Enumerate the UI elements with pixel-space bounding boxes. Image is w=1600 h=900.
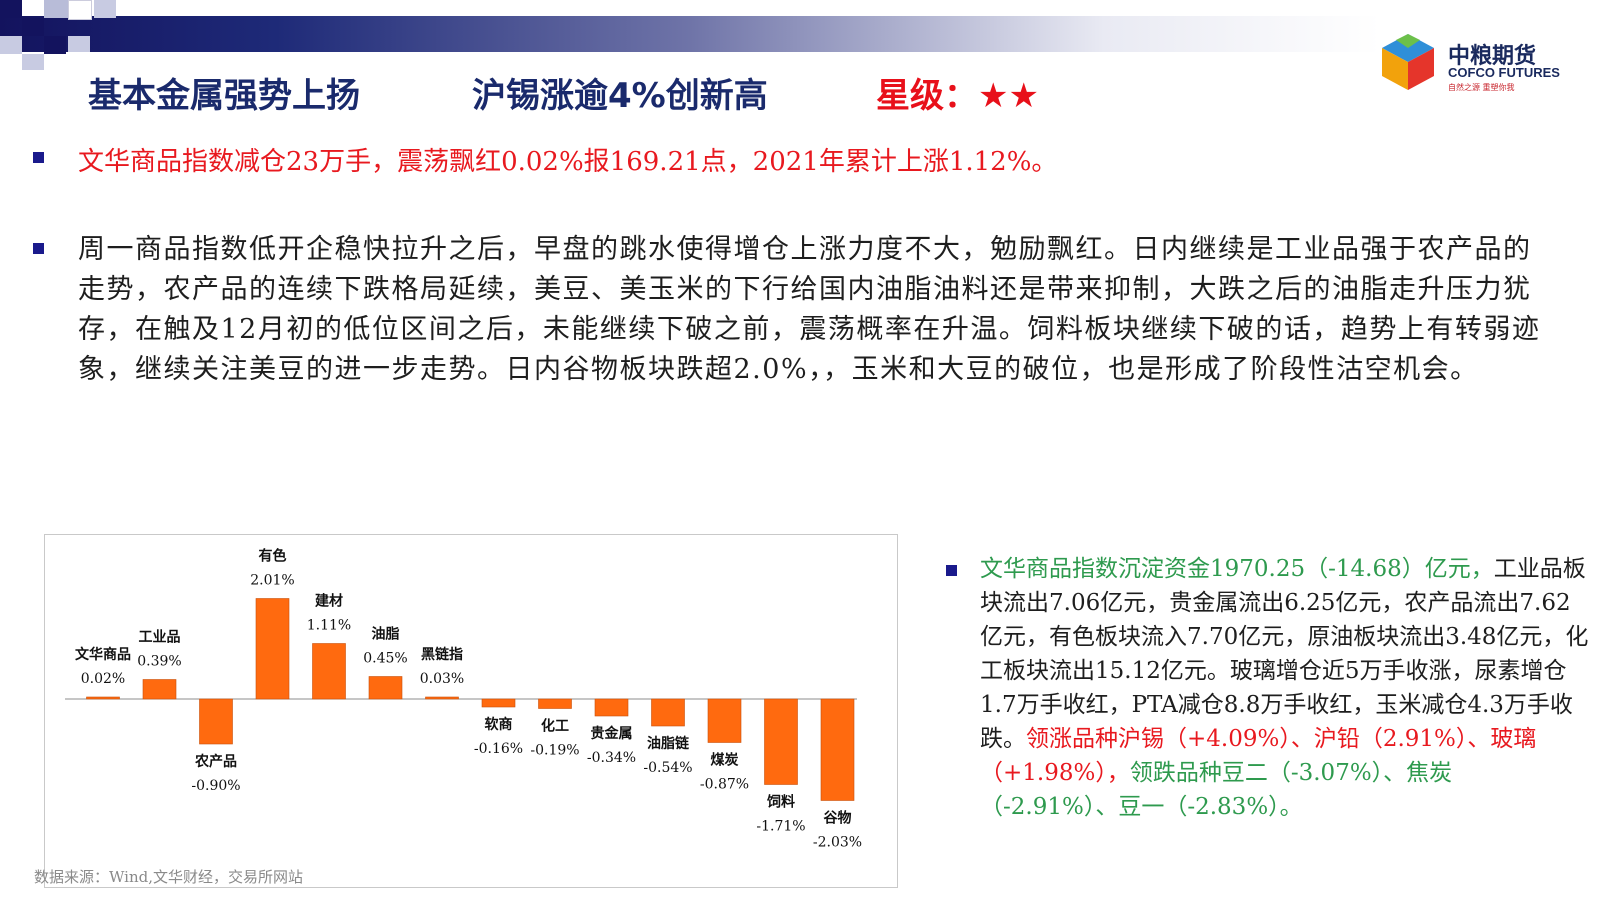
value-label-4: 1.11%: [307, 618, 351, 634]
decor-square: [22, 54, 44, 70]
bar-8: [538, 698, 572, 709]
bullet-marker: [946, 565, 957, 576]
bar-5: [368, 676, 403, 700]
decor-square: [0, 36, 22, 54]
decor-square: [22, 18, 44, 36]
category-label-7: 软商: [485, 716, 513, 733]
cofco-cube-icon: [1382, 34, 1434, 90]
fund-flow-text: 文华商品指数沉淀资金1970.25（-14.68）亿元，工业品板块流出7.06亿…: [980, 552, 1590, 824]
value-label-8: -0.19%: [530, 743, 579, 759]
bullet-marker: [33, 152, 44, 163]
page-title: 基本金属强势上扬: [88, 76, 360, 116]
category-label-5: 油脂: [372, 626, 400, 643]
category-label-1: 工业品: [139, 630, 181, 646]
value-label-11: -0.87%: [700, 777, 749, 793]
bar-2: [199, 698, 233, 745]
bar-chart-svg: 文华商品 0.02% 工业品 0.39% 农产品 -0.90% 有色 2.01% 建材 1.11%…: [65, 548, 862, 851]
value-label-0: 0.02%: [81, 671, 125, 687]
logo-tagline: 自然之源 重塑你我: [1448, 83, 1515, 92]
category-label-3: 有色: [259, 548, 287, 565]
decor-square: [94, 0, 116, 18]
category-label-0: 文华商品: [75, 646, 131, 663]
bar-12: [764, 698, 798, 785]
decor-square: [44, 0, 68, 18]
category-label-12: 饲料: [766, 794, 795, 811]
category-label-8: 化工: [541, 718, 569, 735]
bar-11: [707, 698, 742, 743]
value-label-2: -0.90%: [191, 778, 240, 794]
bar-9: [594, 698, 629, 717]
category-label-9: 贵金属: [591, 725, 633, 742]
bar-4: [312, 643, 346, 700]
bullet-marker: [33, 243, 44, 254]
logo-name-cn: 中粮期货: [1448, 44, 1537, 69]
leaders-text: 领涨品种沪锡（+4.09%）、沪铅（2.91%）、玻璃（+1.98%），: [980, 726, 1537, 786]
value-label-9: -0.34%: [587, 750, 636, 766]
category-label-2: 农产品: [194, 753, 237, 770]
decor-square: [68, 36, 90, 52]
value-label-12: -1.71%: [756, 819, 805, 835]
chart-source: 数据来源：Wind,文华财经，交易所网站: [34, 868, 303, 886]
bar-10: [651, 698, 685, 727]
category-label-13: 谷物: [824, 810, 852, 827]
bar-7: [481, 698, 516, 708]
value-label-13: -2.03%: [813, 835, 862, 851]
page-subtitle: 沪锡涨逾4%创新高: [472, 76, 768, 116]
bar-1: [142, 679, 177, 700]
decor-square: [0, 0, 22, 18]
rating-label: 星级：: [876, 76, 978, 116]
category-label-11: 煤炭: [711, 752, 739, 769]
category-label-4: 建材: [315, 593, 343, 610]
laggards-text: 领跌品种豆二（-3.07%）、焦炭（-2.91%）、豆一（-2.83%）。: [980, 760, 1453, 820]
fund-flow-intro: 文华商品指数沉淀资金1970.25（-14.68）亿元，: [980, 556, 1494, 582]
decor-square: [68, 0, 92, 20]
value-label-10: -0.54%: [643, 760, 692, 776]
fund-flow-body: 工业品板块流出7.06亿元，贵金属流出6.25亿元，农产品流出7.62亿元，有色…: [980, 556, 1589, 752]
bar-6: [425, 696, 459, 700]
category-label-6: 黑链指: [421, 646, 463, 663]
bar-13: [820, 698, 855, 801]
value-label-1: 0.39%: [137, 654, 181, 670]
value-label-7: -0.16%: [474, 741, 523, 757]
value-label-6: 0.03%: [420, 671, 464, 687]
value-label-3: 2.01%: [250, 573, 294, 589]
value-label-5: 0.45%: [363, 651, 407, 667]
sector-performance-chart: 文华商品 0.02% 工业品 0.39% 农产品 -0.90% 有色 2.01% 建材 1.11%…: [44, 534, 898, 888]
commentary-paragraph: 周一商品指数低开企稳快拉升之后，早盘的跳水使得增仓上涨力度不大，勉励飘红。日内继…: [78, 234, 1541, 385]
logo-name-en: COFCO FUTURES: [1448, 65, 1560, 80]
rating-stars: ★★: [978, 76, 1039, 116]
summary-line: 文华商品指数减仓23万手，震荡飘红0.02%报169.21点，2021年累计上涨…: [78, 147, 1058, 177]
bar-3: [255, 598, 290, 700]
category-label-10: 油脂链: [647, 735, 690, 752]
header-gradient-bar: [0, 16, 1380, 52]
header-band: [0, 0, 1600, 80]
bar-0: [86, 696, 120, 700]
cofco-logo: 中粮期货 COFCO FUTURES 自然之源 重塑你我: [1376, 30, 1586, 94]
rating: 星级：★★: [876, 68, 1039, 117]
decor-square: [44, 36, 66, 54]
